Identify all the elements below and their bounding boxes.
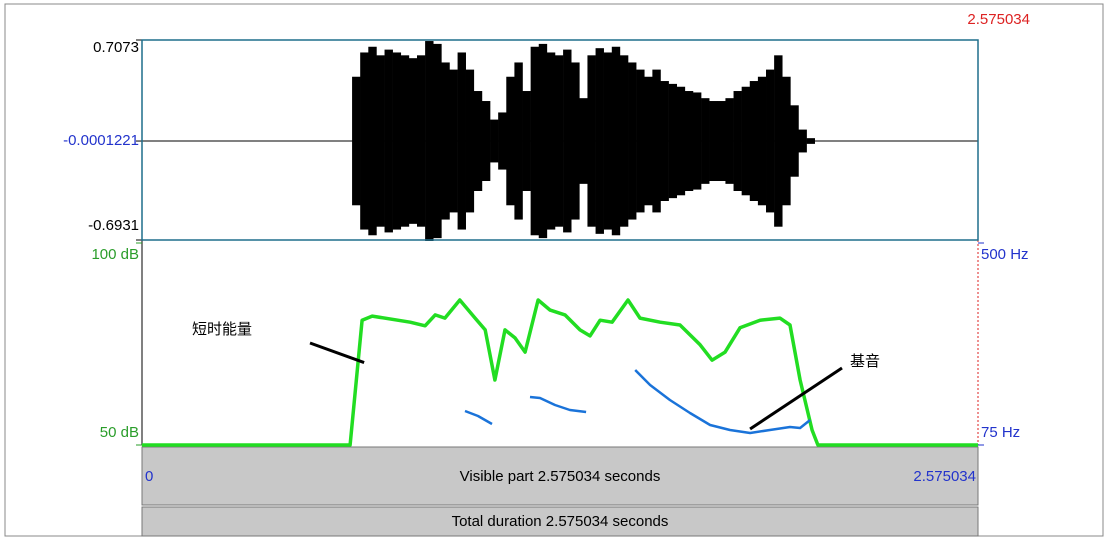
intensity-tick-label: 100 dB [91, 246, 139, 263]
waveform-sample [628, 62, 637, 220]
waveform-sample [774, 55, 783, 227]
waveform-sample [441, 62, 450, 220]
waveform-sample [611, 46, 621, 236]
annotation-arrow [309, 341, 365, 364]
waveform-sample [806, 138, 815, 144]
waveform-sample [619, 55, 629, 227]
pitch-tick-label: 75 Hz [981, 424, 1020, 441]
pitch-curve [464, 369, 811, 435]
waveform-sample [546, 52, 556, 230]
waveform-sample [725, 98, 734, 184]
annotation-arrow [749, 366, 843, 431]
waveform-sample [741, 86, 751, 196]
waveform-sample [587, 55, 596, 227]
waveform-sample [400, 55, 410, 227]
waveform-sample [676, 86, 686, 196]
waveform-sample [498, 112, 507, 170]
waveform-sample [530, 46, 540, 236]
waveform-sample [644, 76, 653, 206]
annotation-label: 基音 [850, 353, 880, 370]
waveform-sample [766, 69, 775, 213]
waveform-sample [384, 49, 393, 233]
visible-end: 2.575034 [913, 468, 976, 485]
waveform-sample [465, 69, 475, 213]
waveform-sample [749, 81, 759, 201]
waveform-sample [449, 69, 458, 213]
waveform-sample [717, 101, 726, 182]
waveform-sample [352, 76, 361, 206]
waveform-sample [360, 52, 369, 230]
intensity-curve [142, 298, 978, 447]
waveform-sample [490, 119, 499, 163]
total-label: Total duration 2.575034 seconds [452, 513, 669, 530]
waveform-sample [433, 43, 442, 239]
waveform-sample [790, 105, 799, 177]
waveform-frame [141, 39, 979, 241]
waveform-sample [425, 41, 434, 241]
total-bar[interactable] [141, 506, 979, 537]
waveform-sample [506, 76, 515, 206]
waveform-sample [538, 43, 548, 239]
waveform-sample [408, 58, 418, 224]
waveform-sample [481, 101, 491, 182]
waveform-sample [603, 52, 613, 230]
waveform-sample [692, 92, 702, 190]
amplitude-tick-label: -0.0001221 [63, 132, 139, 149]
waveform-sample [571, 62, 580, 220]
pitch-tick-label: 500 Hz [981, 246, 1029, 263]
waveform-sample [782, 76, 791, 206]
waveform-sample [733, 91, 742, 191]
visible-bar[interactable] [141, 446, 979, 506]
waveform-sample [660, 81, 669, 201]
amplitude-tick-label: -0.6931 [88, 217, 139, 234]
visible-label: Visible part 2.575034 seconds [460, 468, 661, 485]
waveform-sample [554, 55, 564, 227]
intensity-tick-label: 50 dB [100, 424, 139, 441]
waveform-sample [392, 52, 402, 230]
waveform-sample [376, 55, 385, 227]
waveform-sample [636, 69, 645, 213]
waveform-sample [563, 49, 572, 233]
waveform-sample [522, 91, 531, 191]
waveform-sample [668, 83, 678, 199]
waveform-sample [798, 129, 807, 153]
waveform-sample [701, 98, 710, 184]
cursor-time: 2.575034 [967, 11, 1030, 28]
waveform-sample [709, 101, 718, 182]
waveform-sample [579, 98, 588, 184]
waveform-sample [473, 91, 483, 191]
waveform-sample [368, 46, 377, 236]
waveform-sample [652, 69, 661, 213]
waveform-sample [514, 62, 523, 220]
waveform-sample [684, 91, 694, 191]
annotation-label: 短时能量 [192, 321, 252, 338]
waveform-sample [417, 55, 426, 227]
waveform-sample [595, 48, 604, 234]
visible-start: 0 [145, 468, 153, 485]
amplitude-tick-label: 0.7073 [93, 39, 139, 56]
waveform-sample [757, 76, 767, 206]
waveform-sample [457, 52, 466, 230]
